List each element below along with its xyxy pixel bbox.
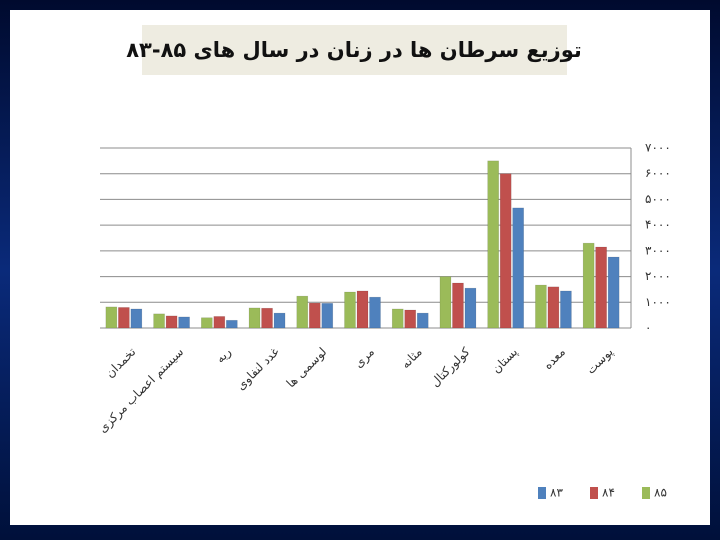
bar — [452, 282, 464, 329]
bar — [213, 316, 226, 329]
y-tick-label: ۶۰۰۰ — [645, 166, 671, 180]
bar — [321, 303, 334, 329]
y-tick-label: ۴۰۰۰ — [645, 218, 671, 232]
bar — [248, 307, 261, 329]
bar — [226, 319, 238, 329]
bar — [404, 309, 417, 329]
bar — [165, 315, 178, 329]
y-tick-label: ۷۰۰۰ — [645, 141, 671, 155]
y-tick-label: ۲۰۰۰ — [645, 269, 671, 283]
bar — [487, 160, 499, 329]
bar — [308, 302, 321, 329]
bar — [512, 207, 524, 329]
bar — [416, 312, 429, 329]
legend-swatch — [590, 487, 598, 499]
bar — [105, 306, 118, 329]
bar — [296, 295, 309, 329]
legend-swatch — [642, 487, 650, 499]
legend-label: ۸۵ — [654, 486, 667, 500]
bar — [130, 308, 143, 329]
bar — [391, 308, 404, 329]
y-tick-label: ۱۰۰۰ — [645, 295, 671, 309]
legend-label: ۸۳ — [550, 486, 563, 500]
y-tick-label: ۳۰۰۰ — [645, 243, 671, 257]
bar — [369, 296, 381, 329]
bar — [582, 242, 595, 329]
bar — [464, 287, 477, 329]
y-tick-label: ۵۰۰۰ — [645, 192, 671, 206]
bar — [178, 316, 190, 329]
bar — [201, 317, 213, 329]
bar — [595, 246, 607, 329]
chart-title: توزیع سرطان ها در زنان در سال های ۸۵-۸۳ — [126, 38, 582, 62]
title-box — [142, 25, 567, 75]
bar — [607, 256, 620, 329]
bar — [344, 291, 356, 329]
legend-swatch — [538, 487, 546, 499]
bar — [118, 307, 130, 329]
y-tick-label: ۰ — [645, 321, 651, 335]
bar — [499, 173, 512, 329]
bar — [560, 290, 572, 329]
bar — [153, 313, 165, 329]
bar — [439, 276, 452, 329]
bar — [535, 284, 547, 329]
bar — [261, 307, 273, 329]
bar — [547, 286, 560, 329]
bar — [273, 312, 286, 329]
bar — [356, 290, 369, 329]
legend-label: ۸۴ — [602, 486, 615, 500]
